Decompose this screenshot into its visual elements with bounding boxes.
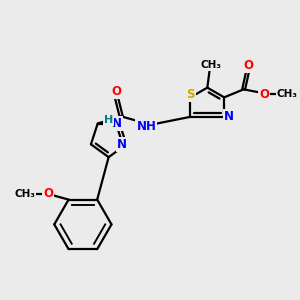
- Text: CH₃: CH₃: [277, 89, 298, 99]
- Text: S: S: [186, 88, 195, 101]
- Text: N: N: [117, 138, 127, 151]
- Text: O: O: [259, 88, 269, 101]
- Text: N: N: [224, 110, 234, 123]
- Text: CH₃: CH₃: [201, 60, 222, 70]
- Text: H: H: [104, 115, 113, 125]
- Text: NH: NH: [136, 120, 156, 133]
- Text: N: N: [112, 117, 122, 130]
- Text: CH₃: CH₃: [15, 189, 36, 199]
- Text: O: O: [111, 85, 121, 98]
- Text: O: O: [43, 188, 53, 200]
- Text: O: O: [244, 59, 254, 72]
